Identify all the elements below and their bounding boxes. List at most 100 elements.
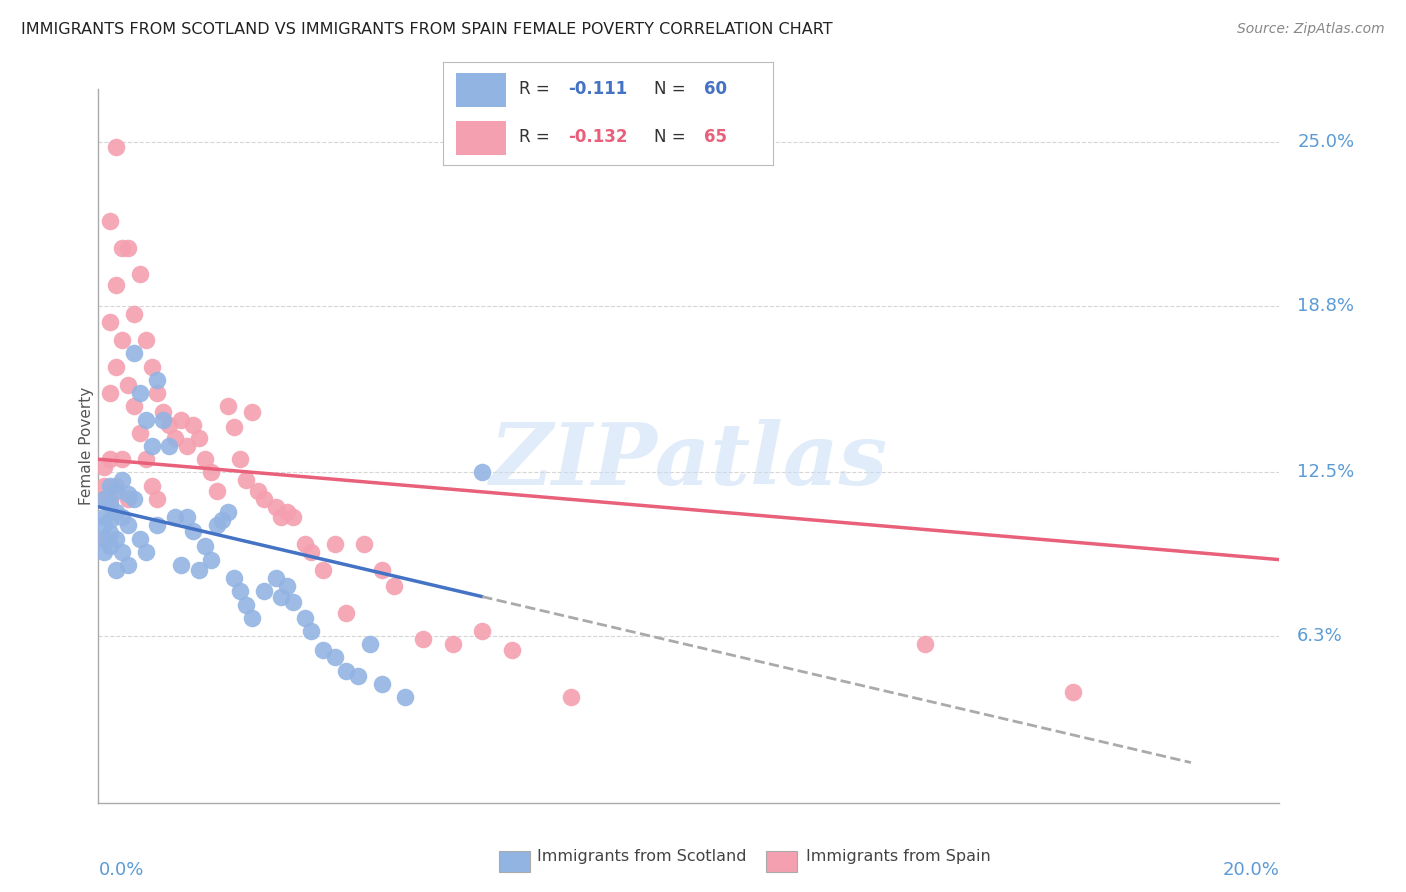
Point [141,478,163,492]
Point [170,558,193,572]
Point [246,483,269,498]
Point [471,624,494,638]
Point [111,241,134,255]
Point [128,267,150,281]
Point [98,478,121,492]
Point [117,558,139,572]
Point [323,650,346,665]
Point [146,386,169,401]
Text: 60: 60 [704,80,727,98]
Point [122,346,145,360]
Point [111,545,134,559]
Text: 25.0%: 25.0% [1298,133,1354,151]
Point [93,491,115,506]
Text: -0.111: -0.111 [568,80,627,98]
Point [165,510,187,524]
Point [217,400,239,414]
Point [194,452,217,467]
Point [299,545,322,559]
Point [135,545,157,559]
Point [122,400,145,414]
Point [111,474,134,488]
Point [176,439,198,453]
Point [371,677,394,691]
Point [187,431,209,445]
Point [253,584,276,599]
Point [211,513,233,527]
Point [335,664,357,678]
Point [93,518,115,533]
Point [294,611,316,625]
Text: 6.3%: 6.3% [1298,627,1343,645]
Point [93,491,115,506]
Point [117,518,139,533]
Point [229,584,252,599]
Point [264,571,287,585]
Text: 18.8%: 18.8% [1298,297,1354,315]
Point [181,417,204,432]
Text: 20.0%: 20.0% [1223,861,1279,879]
Point [122,491,145,506]
Point [371,563,394,577]
Point [283,595,305,609]
Text: Female Poverty: Female Poverty [79,387,94,505]
Point [105,505,128,519]
Point [98,526,121,541]
Point [128,425,150,440]
Text: Immigrants from Scotland: Immigrants from Scotland [537,849,747,863]
Point [93,532,115,546]
Point [229,452,252,467]
Point [117,241,139,255]
Bar [456,73,506,106]
Text: -0.132: -0.132 [568,128,628,146]
Point [93,545,115,559]
Point [1062,685,1084,699]
Point [105,478,128,492]
Bar [456,121,506,155]
Point [98,452,121,467]
Point [146,518,169,533]
Point [382,579,405,593]
Text: 0.0%: 0.0% [98,861,143,879]
Point [312,642,335,657]
Point [128,386,150,401]
Point [105,359,128,374]
Text: R =: R = [519,128,555,146]
Point [224,571,246,585]
Point [98,386,121,401]
Point [128,532,150,546]
Point [914,637,936,651]
Point [240,404,263,418]
Point [353,537,375,551]
Point [176,510,198,524]
Point [122,307,145,321]
Text: R =: R = [519,80,555,98]
Point [270,590,292,604]
Point [93,460,115,475]
Point [98,491,121,506]
Point [471,466,494,480]
Point [335,606,357,620]
Point [105,140,128,154]
Point [98,214,121,228]
Point [359,637,381,651]
Point [276,579,298,593]
Point [111,452,134,467]
Point [117,486,139,500]
Point [412,632,434,646]
Point [235,598,257,612]
Point [560,690,582,704]
Point [146,373,169,387]
Point [105,277,128,292]
Text: 12.5%: 12.5% [1298,464,1354,482]
Point [253,491,276,506]
Point [98,315,121,329]
Point [152,404,174,418]
Point [312,563,335,577]
Point [157,439,180,453]
Text: Immigrants from Spain: Immigrants from Spain [806,849,990,863]
Text: N =: N = [654,80,692,98]
Point [264,500,287,514]
Point [441,637,464,651]
Text: N =: N = [654,128,692,146]
